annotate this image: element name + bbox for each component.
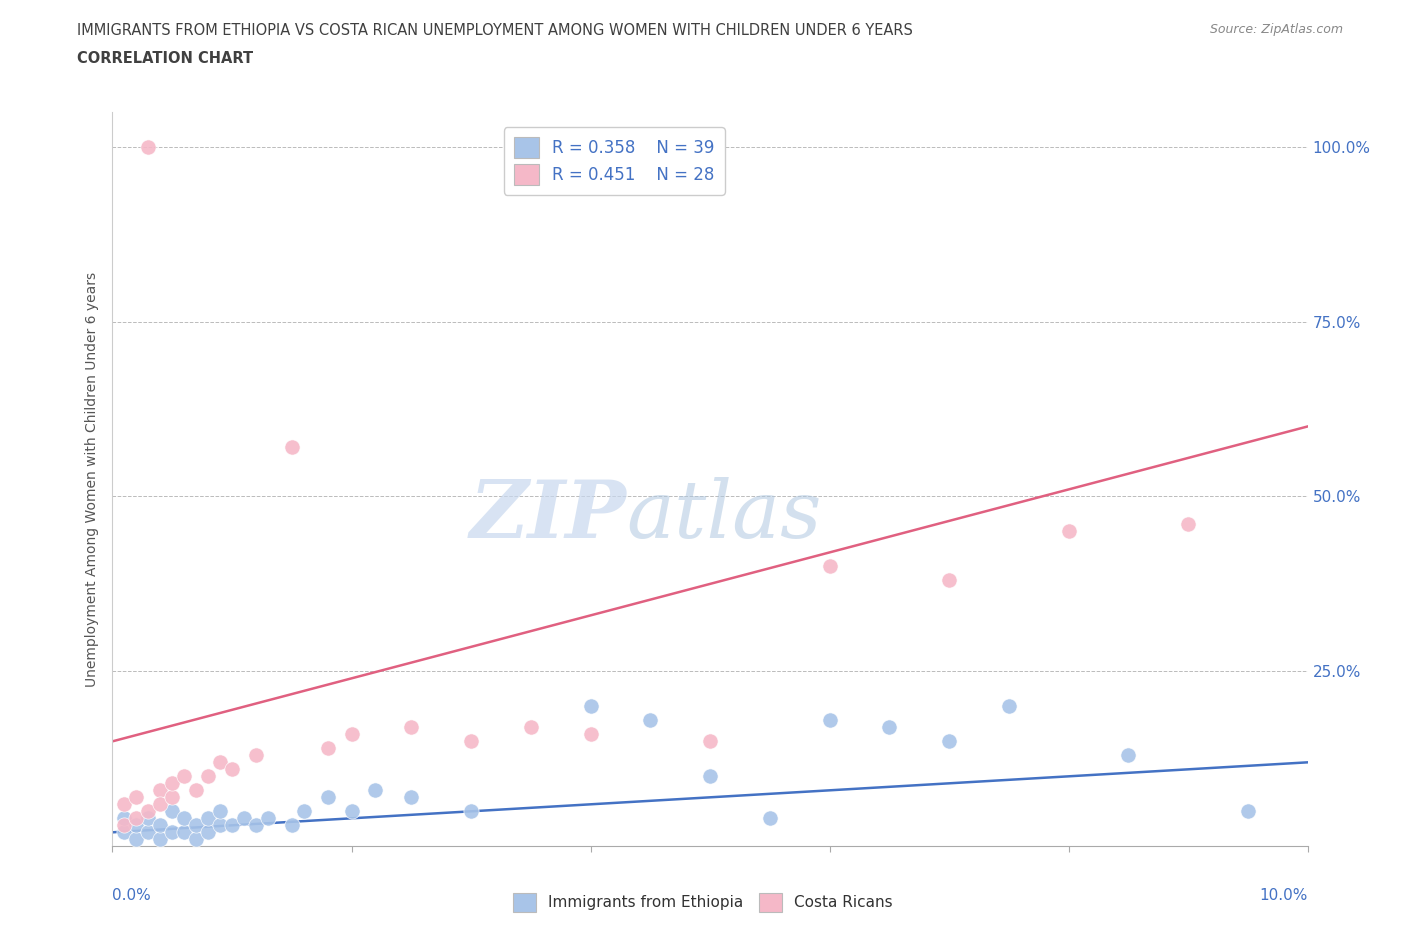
Point	[186, 817, 208, 832]
Text: ZIP: ZIP	[470, 477, 627, 554]
Point	[316, 790, 339, 804]
Point	[221, 817, 243, 832]
Point	[138, 140, 160, 154]
Point	[292, 804, 315, 818]
Point	[1118, 748, 1140, 763]
Point	[699, 769, 721, 784]
Point	[138, 804, 160, 818]
Point	[245, 817, 267, 832]
Point	[364, 783, 387, 798]
Point	[114, 817, 135, 832]
Text: IMMIGRANTS FROM ETHIOPIA VS COSTA RICAN UNEMPLOYMENT AMONG WOMEN WITH CHILDREN U: IMMIGRANTS FROM ETHIOPIA VS COSTA RICAN …	[77, 23, 914, 38]
Point	[125, 790, 148, 804]
Point	[579, 727, 602, 742]
Point	[316, 741, 339, 756]
Point	[1057, 524, 1080, 538]
Point	[149, 831, 172, 846]
Point	[938, 734, 960, 749]
Point	[938, 573, 960, 588]
Point	[460, 804, 482, 818]
Point	[257, 811, 280, 826]
Point	[149, 817, 172, 832]
Point	[149, 783, 172, 798]
Legend: R = 0.358    N = 39, R = 0.451    N = 28: R = 0.358 N = 39, R = 0.451 N = 28	[505, 127, 724, 194]
Point	[173, 811, 195, 826]
Point	[209, 817, 232, 832]
Text: CORRELATION CHART: CORRELATION CHART	[77, 51, 253, 66]
Point	[759, 811, 782, 826]
Point	[221, 762, 243, 777]
Point	[640, 713, 662, 728]
Text: atlas: atlas	[627, 477, 821, 554]
Point	[173, 769, 195, 784]
Point	[233, 811, 256, 826]
Point	[162, 790, 183, 804]
Point	[114, 825, 135, 840]
Point	[162, 825, 183, 840]
Point	[197, 769, 219, 784]
Point	[114, 797, 135, 812]
Point	[340, 727, 363, 742]
Point	[162, 776, 183, 790]
Point	[138, 825, 160, 840]
Point	[520, 720, 543, 735]
Point	[401, 790, 423, 804]
Point	[1177, 517, 1199, 532]
Point	[138, 811, 160, 826]
Point	[579, 699, 602, 714]
Point	[879, 720, 901, 735]
Point	[460, 734, 482, 749]
Point	[818, 713, 841, 728]
Point	[125, 831, 148, 846]
Point	[162, 804, 183, 818]
Y-axis label: Unemployment Among Women with Children Under 6 years: Unemployment Among Women with Children U…	[86, 272, 100, 686]
Legend: Immigrants from Ethiopia, Costa Ricans: Immigrants from Ethiopia, Costa Ricans	[508, 887, 898, 918]
Point	[125, 817, 148, 832]
Point	[699, 734, 721, 749]
Point	[197, 811, 219, 826]
Text: Source: ZipAtlas.com: Source: ZipAtlas.com	[1209, 23, 1343, 36]
Text: 0.0%: 0.0%	[112, 888, 152, 903]
Point	[114, 811, 135, 826]
Point	[209, 755, 232, 770]
Point	[998, 699, 1021, 714]
Text: 10.0%: 10.0%	[1260, 888, 1308, 903]
Point	[245, 748, 267, 763]
Point	[1237, 804, 1260, 818]
Point	[173, 825, 195, 840]
Point	[401, 720, 423, 735]
Point	[186, 831, 208, 846]
Point	[125, 811, 148, 826]
Point	[281, 817, 304, 832]
Point	[281, 440, 304, 455]
Point	[818, 559, 841, 574]
Point	[149, 797, 172, 812]
Point	[197, 825, 219, 840]
Point	[209, 804, 232, 818]
Point	[340, 804, 363, 818]
Point	[186, 783, 208, 798]
